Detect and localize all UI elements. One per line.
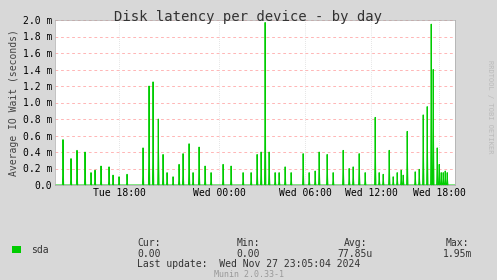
Text: 0.00: 0.00 <box>237 249 260 259</box>
Text: Avg:: Avg: <box>343 238 367 248</box>
Text: sda: sda <box>31 245 48 255</box>
Text: Munin 2.0.33-1: Munin 2.0.33-1 <box>214 270 283 279</box>
Text: 77.85u: 77.85u <box>338 249 373 259</box>
Text: 0.00: 0.00 <box>137 249 161 259</box>
Text: Max:: Max: <box>445 238 469 248</box>
Text: Last update:  Wed Nov 27 23:05:04 2024: Last update: Wed Nov 27 23:05:04 2024 <box>137 259 360 269</box>
Text: Min:: Min: <box>237 238 260 248</box>
Text: 1.95m: 1.95m <box>442 249 472 259</box>
Text: Disk latency per device - by day: Disk latency per device - by day <box>114 10 383 24</box>
Text: RRDTOOL / TOBI OETIKER: RRDTOOL / TOBI OETIKER <box>487 60 493 153</box>
Text: Cur:: Cur: <box>137 238 161 248</box>
Y-axis label: Average IO Wait (seconds): Average IO Wait (seconds) <box>8 29 19 176</box>
